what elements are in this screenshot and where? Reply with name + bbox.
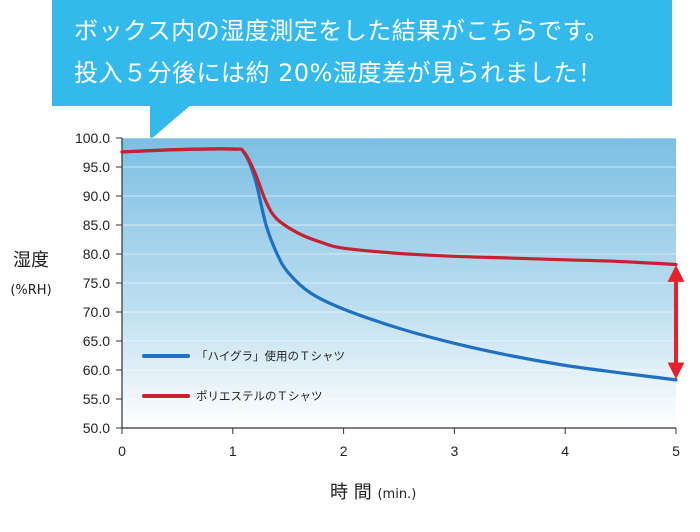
series-line-1: [120, 147, 678, 267]
x-tick-label: 0: [118, 443, 126, 459]
x-axis-ticks: 0 1 2 3 4 5: [118, 428, 680, 459]
x-tick-label: 3: [451, 443, 459, 459]
y-tick-label: 65.0: [83, 333, 110, 349]
y-tick-label: 100.0: [75, 130, 110, 146]
callout-box: ボックス内の湿度測定をした結果がこちらです。 投入５分後には約 20%湿度差が見…: [52, 0, 672, 106]
series-lines: [120, 147, 678, 382]
callout-line-1: ボックス内の湿度測定をした結果がこちらです。: [74, 17, 610, 45]
y-tick-label: 50.0: [83, 420, 110, 436]
x-axis-label-unit: (min.): [377, 487, 417, 502]
callout-line-2: 投入５分後には約 20%湿度差が見られました！: [74, 59, 603, 87]
y-axis-label: 湿度 (%RH): [6, 248, 56, 302]
x-tick-label: 5: [672, 443, 680, 459]
y-tick-label: 80.0: [83, 246, 110, 262]
x-axis-label-main: 時 間: [330, 482, 372, 503]
x-tick-label: 1: [229, 443, 237, 459]
y-axis-label-unit: (%RH): [10, 283, 52, 298]
y-axis-label-main: 湿度: [13, 250, 49, 271]
legend-label-0: 「ハイグラ」使用のＴシャツ: [196, 349, 345, 363]
x-tick-label: 4: [561, 443, 569, 459]
y-tick-label: 85.0: [83, 217, 110, 233]
y-tick-label: 95.0: [83, 159, 110, 175]
x-tick-label: 2: [340, 443, 348, 459]
callout-tail: [150, 104, 192, 140]
legend-label-1: ポリエステルのＴシャツ: [196, 389, 323, 403]
y-tick-label: 60.0: [83, 362, 110, 378]
x-axis-label: 時 間 (min.): [330, 478, 416, 504]
y-tick-label: 70.0: [83, 304, 110, 320]
y-tick-label: 90.0: [83, 188, 110, 204]
y-tick-label: 55.0: [83, 391, 110, 407]
y-tick-label: 75.0: [83, 275, 110, 291]
y-axis-ticks: 50.0 55.0 60.0 65.0 70.0 75.0 80.0 85.0 90.0 95.0…: [75, 130, 676, 436]
